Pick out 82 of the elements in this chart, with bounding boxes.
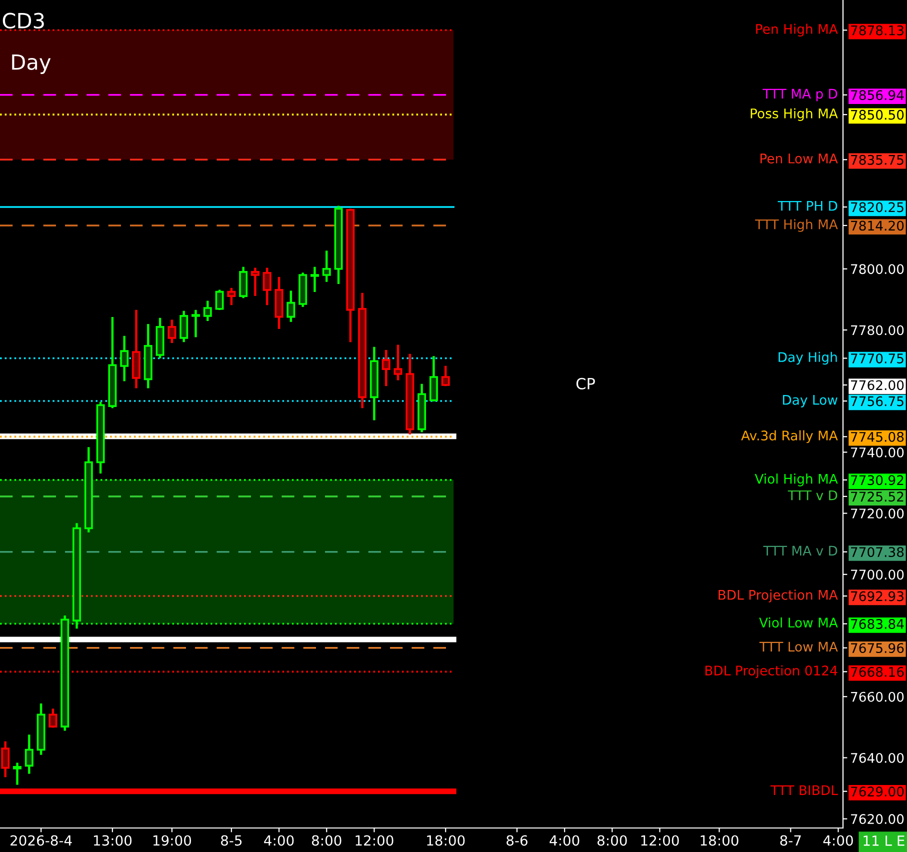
ref-line-label: TTT BIBDL (770, 785, 838, 795)
x-tick-label: 13:00 (94, 835, 132, 846)
candlestick (394, 344, 402, 380)
y-tick-label: 7762.00 (851, 380, 904, 390)
x-tick-label: 12:00 (641, 835, 679, 846)
candlestick (429, 356, 438, 402)
y-tick-label: 7692.93 (851, 591, 904, 602)
text: Day (12, 54, 51, 74)
candlestick (286, 290, 296, 322)
y-tick-label: 7820.25 (851, 202, 904, 212)
y-tick-label: 7668.16 (851, 666, 904, 677)
candlestick (262, 268, 272, 306)
y-tick-label: 7835.75 (851, 154, 904, 165)
y-tick-label: 7770.75 (851, 353, 904, 364)
candlestick (250, 268, 260, 296)
y-tick-label: 7707.38 (851, 547, 904, 558)
ref-line-label: Pen Low MA (760, 154, 838, 164)
ref-line-label: Day High (778, 352, 837, 365)
candlestick (227, 288, 236, 306)
x-tick-label: 4:00 (823, 835, 853, 846)
text: 11 L E (864, 836, 904, 846)
candlestick (24, 734, 34, 774)
ref-line-label: TTT PH D (778, 201, 838, 211)
candlestick (203, 300, 212, 322)
candlestick (310, 266, 319, 292)
candlestick (120, 336, 129, 382)
x-tick-label: 8:00 (598, 835, 627, 846)
x-tick-label: 8:00 (312, 835, 342, 846)
x-tick-label: 19:00 (153, 835, 192, 846)
y-tick-label: 7675.96 (851, 643, 904, 654)
x-tick-label: 4:00 (550, 835, 580, 846)
y-tick-label: 7700.00 (851, 570, 904, 580)
y-tick-label: 7756.75 (851, 396, 904, 406)
y-tick-label: 7629.00 (851, 786, 904, 797)
ref-line-label: Day Low (783, 395, 838, 408)
x-tick-label: 4:00 (264, 835, 294, 846)
y-tick-label: 7730.92 (851, 475, 904, 486)
ref-line-label: TTT High MA (755, 219, 838, 232)
candlestick (215, 290, 224, 310)
ref-line-label: Viol Low MA (759, 617, 838, 628)
candlestick (168, 320, 176, 344)
ref-line-label: Viol High MA (754, 474, 838, 486)
x-tick-label: 2026-8-4 (10, 835, 72, 846)
candlestick (322, 250, 331, 282)
candlestick (13, 762, 22, 785)
candlestick (441, 366, 450, 386)
x-tick-label: 12:00 (356, 835, 394, 846)
x-tick-label: 8-6 (506, 835, 528, 846)
chart-title: CD3 (2, 12, 44, 29)
ref-line-label: Pen High MA (756, 24, 838, 37)
ref-line-label: TTT v D (788, 490, 838, 500)
ref-line-label: BDL Projection MA (718, 590, 838, 602)
y-tick-label: 7720.00 (851, 508, 904, 518)
y-tick-label: 7745.08 (851, 432, 904, 442)
x-tick-label: 8-7 (780, 835, 801, 846)
ref-line-label: Poss High MA (750, 108, 838, 121)
candlestick (180, 310, 188, 342)
y-tick-label: 7856.94 (851, 90, 904, 100)
ref-line-label: TTT MA p D (762, 88, 838, 102)
y-tick-label: 7800.00 (851, 264, 904, 274)
candlestick (191, 310, 200, 338)
ref-line-label: TTT MA v D (763, 546, 838, 556)
y-tick-label: 7780.00 (851, 325, 904, 336)
candlestick (1, 741, 10, 778)
y-tick-label: 7878.13 (851, 25, 904, 36)
y-tick-label: 7640.00 (851, 752, 904, 763)
y-tick-label: 7620.00 (851, 814, 904, 824)
candlestick (48, 708, 58, 728)
y-tick-label: 7725.52 (851, 492, 904, 502)
x-tick-label: 18:00 (700, 835, 738, 846)
y-tick-label: 7850.50 (851, 110, 904, 120)
y-tick-label: 7740.00 (851, 447, 904, 458)
ref-line-label: BDL Projection 0124 (705, 665, 838, 678)
y-tick-label: 7660.00 (851, 692, 904, 702)
candlestick (382, 350, 390, 386)
annotation: CP (576, 378, 595, 390)
y-tick-label: 7683.84 (851, 619, 904, 629)
y-tick-label: 7814.20 (851, 220, 904, 231)
ref-line-label: Av.3d Rally MA (741, 430, 838, 444)
x-tick-label: 18:00 (427, 835, 465, 846)
ref-line-label: TTT Low MA (759, 642, 838, 652)
x-tick-label: 8-5 (221, 835, 242, 846)
